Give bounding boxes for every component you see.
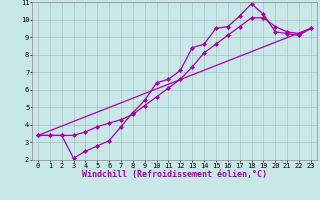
X-axis label: Windchill (Refroidissement éolien,°C): Windchill (Refroidissement éolien,°C) <box>82 170 267 179</box>
